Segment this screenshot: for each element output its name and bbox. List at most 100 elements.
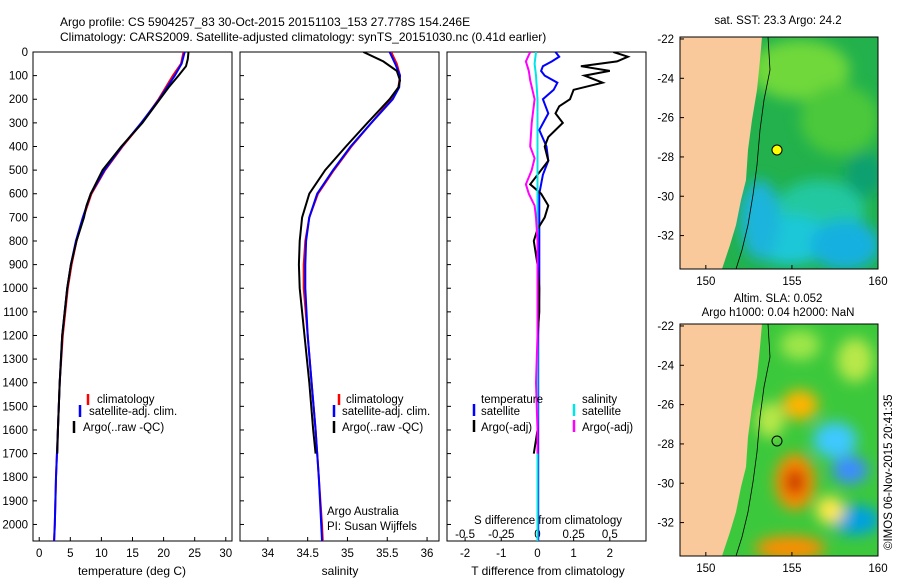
map-y-tick-label: -24 xyxy=(657,73,674,85)
series-line-argo-raw-qc xyxy=(297,52,402,454)
y-tick-label: 200 xyxy=(9,94,28,106)
x-tick-label: 0 xyxy=(534,548,540,560)
map-x-tick-label: 160 xyxy=(868,563,887,575)
legend-text-climatology: climatology xyxy=(97,394,155,406)
legend-title-salinity: salinity xyxy=(582,394,617,406)
map-y-tick-label: -24 xyxy=(657,360,674,372)
salinity-xlabel: salinity xyxy=(322,564,359,578)
x-tick-label: 10 xyxy=(95,548,108,560)
temperature-x-ticks: 0 5 10 15 20 25 30 xyxy=(36,537,232,560)
map-x-tick-label: 155 xyxy=(782,276,801,288)
y-tick-label: 700 xyxy=(9,212,28,224)
x-tick-label: 36 xyxy=(421,548,434,560)
sla-map-argo-marker xyxy=(771,435,783,447)
sst-map-frame xyxy=(679,36,879,270)
x-tick-label: 2 xyxy=(607,548,613,560)
x-tick-label: 1 xyxy=(570,548,576,560)
legend-text-satellite: satellite-adj. clim. xyxy=(342,406,430,418)
salinity-legend: climatology satellite-adj. clim. Argo(..… xyxy=(332,394,430,434)
x-tick-label: 20 xyxy=(157,548,170,560)
legend-text-argo: Argo(..raw -QC) xyxy=(83,422,164,434)
legend-text-climatology: climatology xyxy=(346,394,404,406)
sla-map-ticks: 150 155 160 -22 -24 -26 -28 -30 -32 xyxy=(657,321,887,575)
x-tick-label: 25 xyxy=(188,548,201,560)
y-tick-label: 1900 xyxy=(2,496,28,508)
figure-title-line1: Argo profile: CS 5904257_83 30-Oct-2015 … xyxy=(60,15,470,29)
timestamp: ©IMOS 06-Nov-2015 20:41:35 xyxy=(883,394,895,550)
difference-xlabel: T difference from climatology xyxy=(471,564,625,578)
map-y-tick-label: -30 xyxy=(657,191,674,203)
x-tick-label-top: -0.5 xyxy=(455,529,475,541)
sst-map-field xyxy=(680,37,878,269)
y-tick-label: 100 xyxy=(9,71,28,83)
x-tick-label: 34 xyxy=(261,548,274,560)
sla-map-field xyxy=(680,324,878,556)
y-tick-label: 900 xyxy=(9,260,28,272)
salinity-axes-frame xyxy=(239,51,440,542)
sst-map-panel: sat. SST: 23.3 Argo: 24.2 150 155 160 -22 -2… xyxy=(657,15,887,288)
sla-map-title-line2: Argo h1000: 0.04 h2000: NaN xyxy=(702,307,855,319)
legend-title-temperature: temperature xyxy=(481,394,543,406)
map-y-tick-label: -32 xyxy=(657,231,674,243)
temperature-legend: climatology satellite-adj. clim. Argo(..… xyxy=(72,394,177,434)
y-tick-label: 600 xyxy=(9,189,28,201)
sla-map-panel: Altim. SLA: 0.052 Argo h1000: 0.04 h2000… xyxy=(657,293,887,575)
x-tick-label-top: 0.5 xyxy=(602,529,618,541)
map-y-tick-label: -28 xyxy=(657,152,674,164)
map-y-tick-label: -22 xyxy=(657,321,674,333)
annotation-institution: Argo Australia xyxy=(327,506,399,518)
x-tick-label-top: -0.25 xyxy=(488,529,514,541)
series-line-s-argo-adj xyxy=(524,52,539,454)
y-tick-label: 2000 xyxy=(2,519,28,531)
sst-map-land xyxy=(680,37,762,269)
salinity-y-ticks xyxy=(240,51,244,525)
x-tick-label: 15 xyxy=(126,548,139,560)
sst-map-argo-marker xyxy=(771,144,783,156)
map-x-tick-label: 150 xyxy=(696,563,715,575)
legend-text-t-argo: Argo(-adj) xyxy=(481,422,532,434)
x-tick-label: 35.5 xyxy=(376,548,398,560)
map-x-tick-label: 155 xyxy=(782,563,801,575)
difference-panel: -2 -1 0 1 2-0.5 -0.25 0 0.25 0.5 S difference fr… xyxy=(446,51,647,578)
map-x-tick-label: 150 xyxy=(696,276,715,288)
x-tick-label: 5 xyxy=(67,548,73,560)
sla-map-isobath xyxy=(735,324,771,556)
temperature-panel: 0100200300400500600700800900100011001200… xyxy=(2,47,233,578)
y-tick-label: 1200 xyxy=(2,330,28,342)
temperature-y-ticks: 0 100 200 300 400 500 600 700 800 900 1000 1100 1200… xyxy=(2,47,37,531)
x-tick-label: -1 xyxy=(496,548,506,560)
legend-text-t-satellite: satellite xyxy=(481,406,520,418)
difference-legend: temperature satellite Argo(-adj) salinit… xyxy=(472,394,633,434)
y-tick-label: 1400 xyxy=(2,378,28,390)
y-tick-label: 1500 xyxy=(2,401,28,413)
temperature-axes-frame xyxy=(32,51,233,542)
difference-lines xyxy=(524,52,631,541)
y-tick-label: 800 xyxy=(9,236,28,248)
map-y-tick-label: -32 xyxy=(657,518,674,530)
x-tick-label: -2 xyxy=(460,548,470,560)
y-tick-label: 500 xyxy=(9,165,28,177)
map-y-tick-label: -30 xyxy=(657,478,674,490)
temperature-lines xyxy=(53,52,190,541)
sla-map-frame xyxy=(679,323,879,557)
map-y-tick-label: -26 xyxy=(657,400,674,412)
legend-text-satellite: satellite-adj. clim. xyxy=(89,406,177,418)
x-tick-label: 0 xyxy=(36,548,42,560)
legend-text-s-satellite: satellite xyxy=(582,406,621,418)
sst-map-ticks: 150 155 160 -22 -24 -26 -28 -30 -32 xyxy=(657,34,887,288)
map-y-tick-label: -28 xyxy=(657,439,674,451)
y-tick-label: 300 xyxy=(9,118,28,130)
x-tick-label-top: 0.25 xyxy=(562,529,584,541)
annotation-pi: PI: Susan Wijffels xyxy=(327,521,417,533)
y-tick-label: 1000 xyxy=(2,283,28,295)
y-tick-label: 400 xyxy=(9,141,28,153)
map-y-tick-label: -26 xyxy=(657,113,674,125)
y-tick-label: 1300 xyxy=(2,354,28,366)
x-tick-label: 34.5 xyxy=(296,548,318,560)
map-y-tick-label: -22 xyxy=(657,34,674,46)
y-tick-label: 1600 xyxy=(2,425,28,437)
difference-xlabel-top: S difference from climatology xyxy=(474,515,622,527)
salinity-x-ticks: 34 34.5 35 35.5 36 xyxy=(261,537,433,560)
sst-map-isobath xyxy=(735,37,771,269)
sla-map-title-line1: Altim. SLA: 0.052 xyxy=(734,293,823,305)
